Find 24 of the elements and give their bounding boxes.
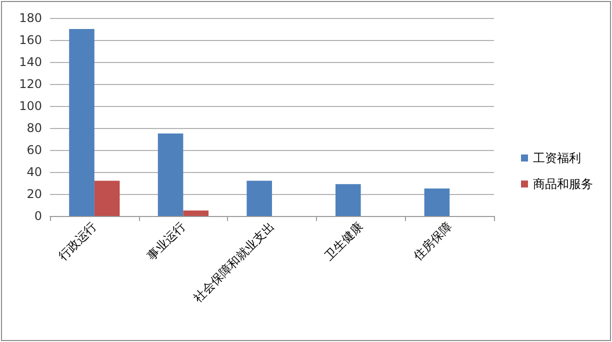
y-tick-label: 20 <box>26 187 42 201</box>
y-tick-label: 40 <box>26 165 42 179</box>
x-tick-label: 行政运行 <box>56 219 100 263</box>
y-tick-label: 80 <box>26 121 42 135</box>
y-tick-label: 100 <box>19 99 42 113</box>
legend-label: 工资福利 <box>533 151 581 165</box>
y-tick-label: 120 <box>19 77 42 91</box>
bar <box>69 29 94 216</box>
y-tick-label: 160 <box>19 33 42 47</box>
y-tick-label: 60 <box>26 143 42 157</box>
bar <box>335 184 361 216</box>
bar <box>183 210 209 216</box>
bar <box>424 188 450 216</box>
legend-label: 商品和服务 <box>533 177 593 191</box>
bar <box>246 180 272 216</box>
x-tick-label: 卫生健康 <box>322 219 366 263</box>
y-tick-label: 0 <box>34 209 42 223</box>
y-tick-label: 140 <box>19 55 42 69</box>
bar <box>158 134 184 216</box>
bar <box>94 180 120 216</box>
x-tick-label: 住房保障 <box>410 219 455 264</box>
x-tick-label: 事业运行 <box>144 219 188 263</box>
x-tick-label: 社会保障和就业支出 <box>190 219 277 306</box>
y-tick-label: 180 <box>19 11 42 25</box>
